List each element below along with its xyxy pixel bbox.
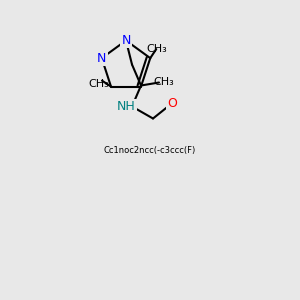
Text: NH: NH: [117, 100, 135, 113]
Text: CH₃: CH₃: [88, 79, 110, 88]
Text: N: N: [121, 34, 131, 47]
Text: N: N: [97, 52, 106, 64]
Text: Cc1noc2ncc(-c3ccc(F): Cc1noc2ncc(-c3ccc(F): [104, 146, 196, 154]
Text: O: O: [168, 97, 177, 110]
Text: CH₃: CH₃: [146, 44, 166, 54]
Text: CH₃: CH₃: [153, 77, 174, 88]
